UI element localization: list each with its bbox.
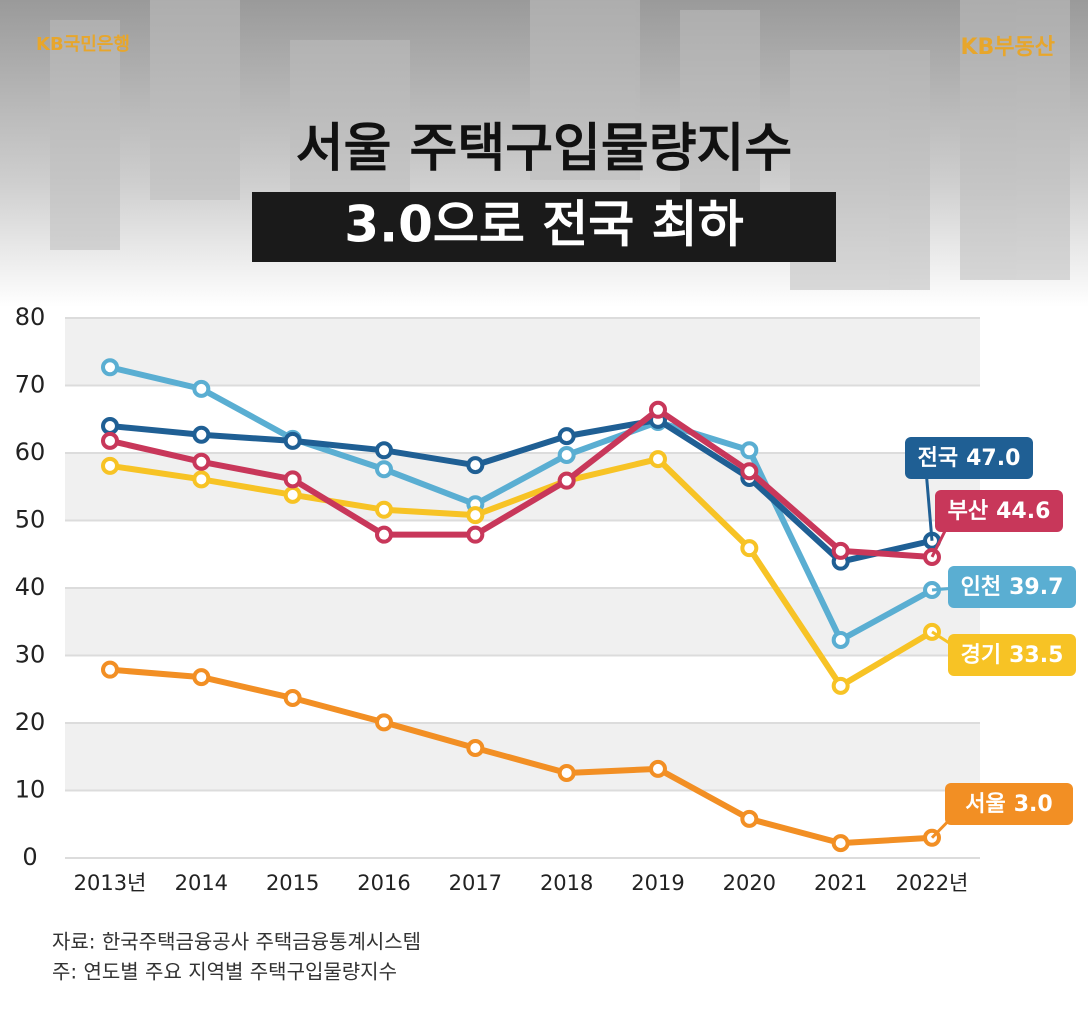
- legend-entry: 서울: [965, 792, 1005, 817]
- data-point: [283, 689, 302, 708]
- x-tick-label: 2021: [814, 871, 867, 895]
- grid-band: [65, 318, 980, 386]
- data-point: [283, 470, 302, 489]
- legend-entry: 경기: [961, 643, 1001, 668]
- data-point: [101, 358, 119, 377]
- value-label: 3.0: [1014, 792, 1053, 817]
- data-point: [375, 441, 393, 460]
- data-point: [375, 500, 393, 519]
- data-point: [831, 630, 850, 649]
- data-point: [557, 446, 576, 465]
- series-label: 부산 44.6: [948, 499, 1051, 524]
- data-point: [557, 471, 576, 490]
- plot-area: 0 10 20 30 40 50 60 70 80 2013년 2014 2015 2016 2017 20…: [15, 303, 1076, 895]
- buildings: [50, 0, 1070, 290]
- x-tick-label: 2016: [357, 871, 410, 895]
- data-point: [375, 713, 393, 732]
- data-point: [375, 460, 393, 479]
- data-point: [283, 485, 302, 504]
- y-tick-label: 0: [22, 843, 37, 871]
- data-point: [101, 456, 119, 475]
- y-tick-label: 50: [15, 506, 46, 534]
- label-box: [948, 566, 1076, 608]
- data-point: [466, 506, 485, 525]
- data-point: [557, 427, 576, 446]
- series-label: 경기 33.5: [961, 643, 1064, 668]
- x-tick-label: 2014: [175, 871, 228, 895]
- y-tick-label: 60: [15, 438, 46, 466]
- x-tick-label: 2020: [723, 871, 776, 895]
- data-point: [192, 470, 211, 489]
- data-point: [740, 809, 759, 828]
- x-tick-label: 2022년: [896, 871, 969, 895]
- data-point: [375, 525, 393, 544]
- y-tick-label: 30: [15, 641, 46, 669]
- data-point: [649, 400, 667, 419]
- data-point: [740, 462, 759, 481]
- label-box: [945, 783, 1073, 825]
- series-line: [109, 666, 933, 847]
- data-point: [557, 763, 576, 782]
- y-tick-label: 20: [15, 708, 46, 736]
- note: 주: 연도별 주요 지역별 주택구입물량지수: [52, 960, 397, 984]
- series-label: 전국 47.0: [918, 446, 1021, 471]
- x-tick-label: 2017: [449, 871, 502, 895]
- source: 자료: 한국주택금융공사 주택금융통계시스템: [52, 930, 421, 954]
- data-point: [831, 541, 850, 560]
- y-tick-label: 40: [15, 573, 46, 601]
- data-point: [101, 431, 119, 450]
- data-point: [740, 539, 759, 558]
- label-box: [935, 490, 1063, 532]
- y-tick-label: 70: [15, 371, 46, 399]
- grid-band: [65, 723, 980, 791]
- label-box: [948, 634, 1076, 676]
- value-label: 33.5: [1009, 643, 1063, 668]
- left-logo: KB국민은행: [36, 34, 130, 55]
- series-label: 서울 3.0: [965, 792, 1052, 817]
- label-box: [905, 437, 1033, 479]
- legend-entry: 부산: [948, 499, 988, 524]
- series-line: [109, 364, 934, 643]
- subtitle-box: [252, 192, 836, 262]
- series-line: [109, 406, 933, 560]
- series-line: [109, 456, 934, 689]
- x-tick-label: 2018: [540, 871, 593, 895]
- data-point: [101, 660, 119, 679]
- y-tick-label: 10: [15, 776, 46, 804]
- value-label: 44.6: [996, 499, 1050, 524]
- x-tick-label: 2013년: [74, 871, 147, 895]
- x-tick-label: 2015: [266, 871, 319, 895]
- data-point: [101, 417, 119, 435]
- series-line: [109, 416, 933, 565]
- data-point: [831, 834, 850, 853]
- value-label: 47.0: [966, 446, 1020, 471]
- legend-entry: 전국: [918, 446, 958, 471]
- value-label: 39.7: [1009, 575, 1063, 600]
- data-point: [466, 525, 485, 544]
- chart-title: 서울 주택구입물량지수: [296, 119, 793, 179]
- chart-subtitle: 3.0으로 전국 최하: [344, 196, 743, 254]
- data-point: [283, 431, 302, 450]
- data-point: [649, 450, 667, 469]
- data-point: [192, 668, 211, 687]
- right-logo: KB부동산: [960, 35, 1055, 60]
- data-point: [649, 759, 667, 778]
- data-point: [466, 738, 485, 757]
- x-tick-label: 2019: [631, 871, 684, 895]
- data-point: [192, 379, 211, 398]
- data-point: [831, 676, 850, 695]
- data-point: [192, 452, 211, 471]
- y-tick-label: 80: [15, 303, 46, 331]
- data-point: [466, 456, 485, 475]
- grid-band: [65, 588, 980, 656]
- series-label: 인천 39.7: [961, 575, 1064, 600]
- data-point: [192, 425, 211, 444]
- data-point: [740, 441, 759, 460]
- legend-entry: 인천: [961, 575, 1001, 600]
